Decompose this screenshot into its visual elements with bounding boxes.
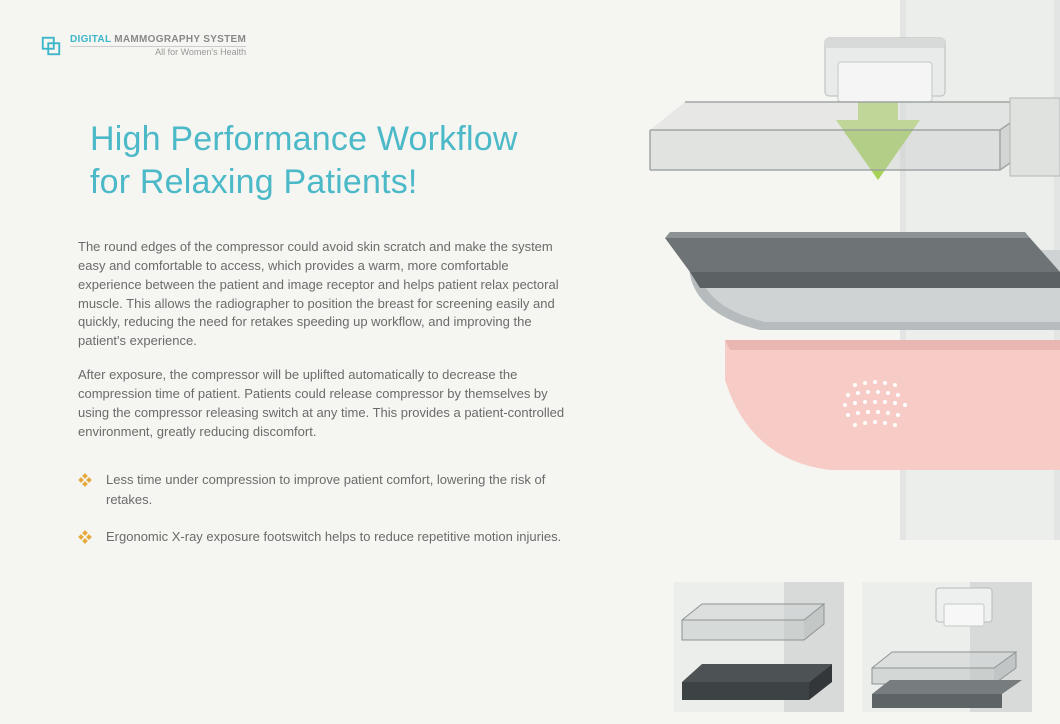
bullet-list: Less time under compression to improve p… <box>78 470 578 567</box>
paragraph-2: After exposure, the compressor will be u… <box>78 366 568 441</box>
product-hero-image <box>630 0 1060 540</box>
diamond-icon <box>78 473 92 492</box>
bullet-item: Less time under compression to improve p… <box>78 470 578 509</box>
bullet-item: Ergonomic X-ray exposure footswitch help… <box>78 527 578 549</box>
thumbnail-2 <box>862 582 1032 712</box>
diamond-icon <box>78 530 92 549</box>
logo-title: DIGITAL MAMMOGRAPHY SYSTEM <box>70 34 246 45</box>
logo-icon <box>40 35 62 57</box>
brand-logo: DIGITAL MAMMOGRAPHY SYSTEM All for Women… <box>40 34 246 58</box>
thumbnail-row <box>674 582 1032 712</box>
thumbnail-1 <box>674 582 844 712</box>
paragraph-1: The round edges of the compressor could … <box>78 238 568 351</box>
logo-tagline: All for Women's Health <box>70 46 246 58</box>
page-title: High Performance Workflow for Relaxing P… <box>90 118 518 203</box>
bullet-text: Ergonomic X-ray exposure footswitch help… <box>106 527 561 547</box>
bullet-text: Less time under compression to improve p… <box>106 470 578 509</box>
